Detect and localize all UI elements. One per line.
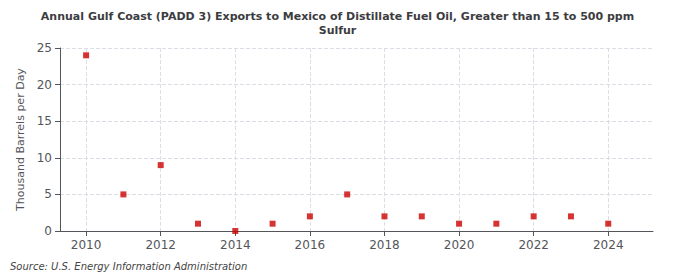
svg-text:Source: U.S. Energy Informatio: Source: U.S. Energy Information Administ… — [10, 261, 247, 272]
svg-text:2020: 2020 — [444, 238, 475, 252]
svg-text:10: 10 — [37, 151, 52, 165]
svg-text:Annual Gulf Coast (PADD 3) Exp: Annual Gulf Coast (PADD 3) Exports to Me… — [41, 10, 634, 23]
svg-text:20: 20 — [37, 78, 52, 92]
svg-text:15: 15 — [37, 114, 52, 128]
svg-text:2012: 2012 — [145, 238, 176, 252]
svg-text:2024: 2024 — [593, 238, 624, 252]
svg-text:2014: 2014 — [220, 238, 251, 252]
svg-text:25: 25 — [37, 41, 52, 55]
svg-text:0: 0 — [44, 224, 52, 238]
svg-text:Sulfur: Sulfur — [319, 24, 357, 37]
svg-text:2018: 2018 — [369, 238, 400, 252]
svg-text:5: 5 — [44, 187, 52, 201]
svg-text:2010: 2010 — [71, 238, 102, 252]
svg-text:2022: 2022 — [518, 238, 549, 252]
svg-text:Thousand Barrels per Day: Thousand Barrels per Day — [14, 68, 27, 212]
svg-text:2016: 2016 — [295, 238, 326, 252]
